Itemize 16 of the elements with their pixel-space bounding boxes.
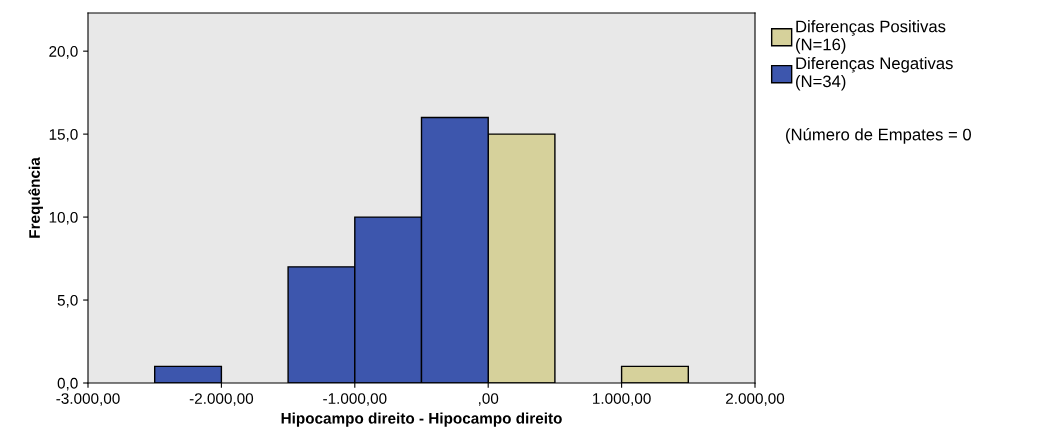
x-tick-label: -1.000,00 <box>323 393 387 406</box>
y-tick-label: 5,0 <box>57 294 78 308</box>
y-axis-title: Frequência <box>28 157 43 238</box>
legend-label: Diferenças Negativas (N=34) <box>796 56 953 91</box>
x-tick-label: ,00 <box>478 393 499 406</box>
y-tick-label: 20,0 <box>49 46 78 59</box>
x-tick-label: -2.000,00 <box>189 393 254 406</box>
y-tick-label: 10,0 <box>49 211 78 225</box>
y-tick-label: 0,0 <box>57 377 78 391</box>
x-tick-label: 1.000,00 <box>593 393 651 406</box>
x-tick-label: -3.000,00 <box>56 393 120 406</box>
y-tick-label: 15,0 <box>49 128 78 142</box>
text: (Número de Empates = 0 <box>786 128 972 144</box>
x-tick-label: 2.000,00 <box>726 393 785 406</box>
legend-label: Diferenças Positivas (N=16) <box>796 20 946 54</box>
x-axis-title: Hipocampo direito - Hipocampo direito <box>281 412 562 427</box>
